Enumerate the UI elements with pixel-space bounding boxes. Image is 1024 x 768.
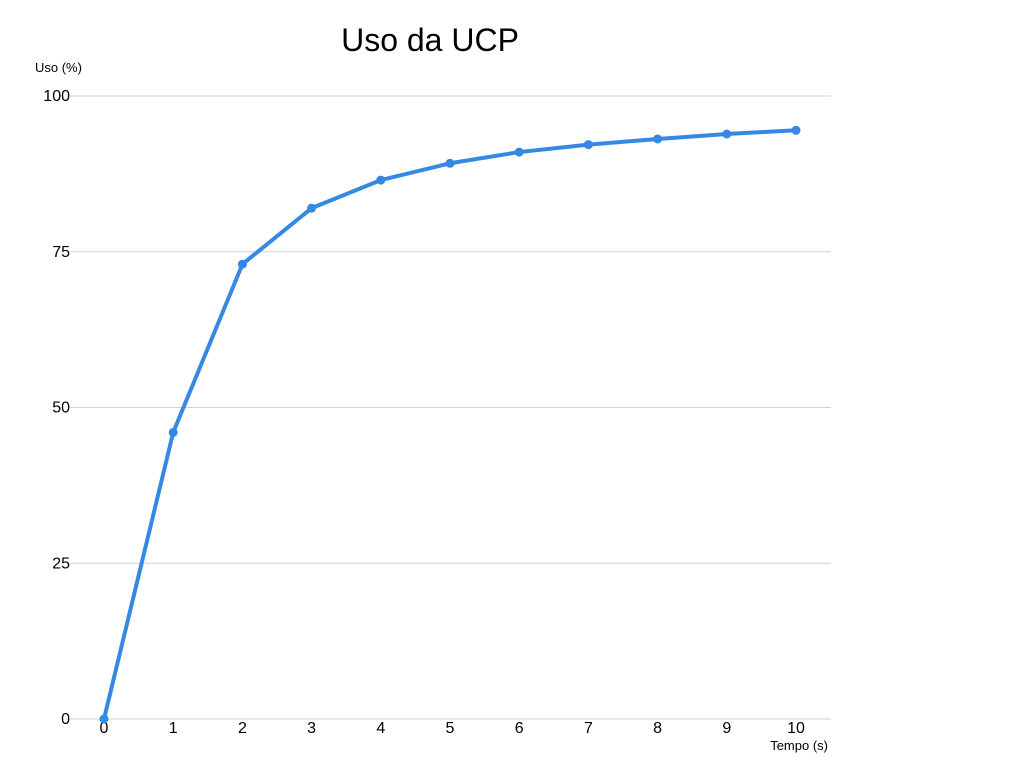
x-tick-label-4: 4 bbox=[376, 720, 385, 737]
x-tick-label-1: 1 bbox=[169, 720, 178, 737]
y-tick-label-100: 100 bbox=[43, 88, 70, 105]
series-line-0 bbox=[102, 128, 798, 721]
y-tick-label-75: 75 bbox=[52, 244, 70, 261]
x-tick-label-7: 7 bbox=[584, 720, 593, 737]
data-point-7 bbox=[583, 140, 593, 150]
x-axis-label: Tempo (s) bbox=[770, 738, 828, 753]
data-point-4 bbox=[376, 175, 386, 185]
x-tick-label-2: 2 bbox=[238, 720, 247, 737]
data-point-0 bbox=[99, 714, 109, 724]
x-tick-labels: 0 1 2 3 4 5 6 7 8 9 10 bbox=[100, 720, 805, 737]
y-tick-label-50: 50 bbox=[52, 400, 70, 417]
x-tick-label-10: 10 bbox=[787, 720, 805, 737]
data-point-9 bbox=[722, 129, 732, 139]
series-group bbox=[99, 125, 801, 724]
x-tick-label-8: 8 bbox=[653, 720, 662, 737]
y-tick-labels: 0 25 50 75 100 bbox=[43, 88, 70, 728]
y-tick-label-25: 25 bbox=[52, 555, 70, 572]
y-tick-label-0: 0 bbox=[61, 711, 70, 728]
data-point-6 bbox=[514, 147, 524, 157]
x-tick-label-5: 5 bbox=[446, 720, 455, 737]
y-axis-label: Uso (%) bbox=[35, 60, 82, 75]
x-tick-label-6: 6 bbox=[515, 720, 524, 737]
data-point-10 bbox=[791, 125, 801, 135]
x-tick-label-3: 3 bbox=[307, 720, 316, 737]
data-point-3 bbox=[307, 203, 317, 213]
data-point-8 bbox=[653, 134, 663, 144]
data-point-2 bbox=[237, 259, 247, 269]
data-point-5 bbox=[445, 158, 455, 168]
gridlines bbox=[70, 95, 831, 720]
x-tick-label-9: 9 bbox=[722, 720, 731, 737]
x-tick-label-0: 0 bbox=[100, 720, 109, 737]
chart-title: Uso da UCP bbox=[341, 22, 519, 58]
data-point-1 bbox=[168, 427, 178, 437]
